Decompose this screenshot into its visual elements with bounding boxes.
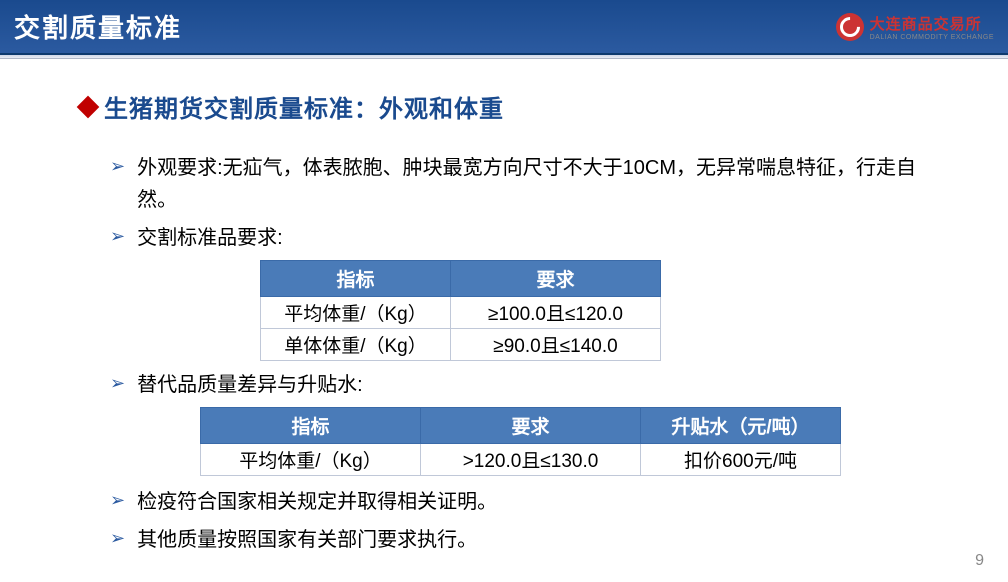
- standard-table-wrap: 指标 要求 平均体重/（Kg） ≥100.0且≤120.0 单体体重/（Kg） …: [260, 260, 928, 361]
- arrow-bullet-icon: ➢: [110, 524, 125, 552]
- table-cell: ≥100.0且≤120.0: [451, 297, 661, 329]
- substitute-quality-table: 指标 要求 升贴水（元/吨） 平均体重/（Kg） >120.0且≤130.0 扣…: [200, 407, 841, 476]
- table-header: 要求: [421, 408, 641, 444]
- bullet-text: 外观要求:无疝气，体表脓胞、肿块最宽方向尺寸不大于10CM，无异常喘息特征，行走…: [137, 152, 928, 216]
- bullet-text: 其他质量按照国家有关部门要求执行。: [137, 524, 477, 556]
- table-cell: 单体体重/（Kg）: [261, 329, 451, 361]
- standard-quality-table: 指标 要求 平均体重/（Kg） ≥100.0且≤120.0 单体体重/（Kg） …: [260, 260, 661, 361]
- table-header: 指标: [261, 261, 451, 297]
- logo-text-en: DALIAN COMMODITY EXCHANGE: [870, 34, 994, 41]
- bullet-list: ➢ 外观要求:无疝气，体表脓胞、肿块最宽方向尺寸不大于10CM，无异常喘息特征，…: [80, 152, 928, 254]
- arrow-bullet-icon: ➢: [110, 486, 125, 514]
- table-header: 指标: [201, 408, 421, 444]
- table-header: 升贴水（元/吨）: [641, 408, 841, 444]
- bullet-list: ➢ 替代品质量差异与升贴水:: [80, 369, 928, 401]
- slide-content: 生猪期货交割质量标准：外观和体重 ➢ 外观要求:无疝气，体表脓胞、肿块最宽方向尺…: [0, 59, 1008, 582]
- header-title: 交割质量标准: [14, 8, 182, 45]
- table-header: 要求: [451, 261, 661, 297]
- arrow-bullet-icon: ➢: [110, 222, 125, 250]
- bullet-text: 检疫符合国家相关规定并取得相关证明。: [137, 486, 497, 518]
- diamond-bullet-icon: [77, 95, 100, 118]
- table-cell: >120.0且≤130.0: [421, 444, 641, 476]
- logo-icon: [836, 13, 864, 41]
- table-cell: 扣价600元/吨: [641, 444, 841, 476]
- table-cell: 平均体重/（Kg）: [201, 444, 421, 476]
- bullet-list: ➢ 检疫符合国家相关规定并取得相关证明。 ➢ 其他质量按照国家有关部门要求执行。: [80, 486, 928, 556]
- arrow-bullet-icon: ➢: [110, 152, 125, 180]
- substitute-table-wrap: 指标 要求 升贴水（元/吨） 平均体重/（Kg） >120.0且≤130.0 扣…: [200, 407, 928, 476]
- list-item: ➢ 交割标准品要求:: [110, 222, 928, 254]
- list-item: ➢ 检疫符合国家相关规定并取得相关证明。: [110, 486, 928, 518]
- logo-text-cn: 大连商品交易所: [870, 13, 994, 34]
- list-item: ➢ 外观要求:无疝气，体表脓胞、肿块最宽方向尺寸不大于10CM，无异常喘息特征，…: [110, 152, 928, 216]
- main-title: 生猪期货交割质量标准：外观和体重: [104, 89, 504, 124]
- table-cell: 平均体重/（Kg）: [261, 297, 451, 329]
- list-item: ➢ 其他质量按照国家有关部门要求执行。: [110, 524, 928, 556]
- page-number: 9: [975, 552, 984, 570]
- arrow-bullet-icon: ➢: [110, 369, 125, 397]
- logo-text-block: 大连商品交易所 DALIAN COMMODITY EXCHANGE: [870, 13, 994, 41]
- list-item: ➢ 替代品质量差异与升贴水:: [110, 369, 928, 401]
- exchange-logo: 大连商品交易所 DALIAN COMMODITY EXCHANGE: [836, 13, 994, 41]
- table-cell: ≥90.0且≤140.0: [451, 329, 661, 361]
- slide-header: 交割质量标准 大连商品交易所 DALIAN COMMODITY EXCHANGE: [0, 0, 1008, 55]
- bullet-text: 替代品质量差异与升贴水:: [137, 369, 363, 401]
- bullet-text: 交割标准品要求:: [137, 222, 283, 254]
- main-title-row: 生猪期货交割质量标准：外观和体重: [80, 89, 928, 124]
